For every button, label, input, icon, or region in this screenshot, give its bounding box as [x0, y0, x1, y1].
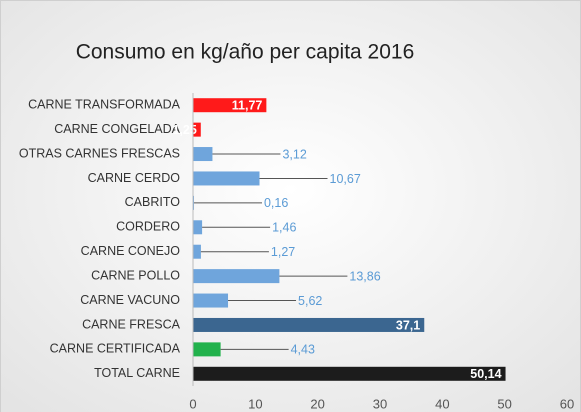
bar [193, 171, 260, 186]
bar [193, 269, 280, 284]
value-label: 5,62 [298, 294, 322, 308]
y-tick-label: OTRAS CARNES FRESCAS [19, 146, 180, 160]
bar [193, 342, 221, 357]
bar [193, 220, 203, 235]
y-tick-label: CARNE CONGELADA [54, 122, 180, 136]
y-tick-label: CARNE CERTIFICADA [50, 342, 181, 356]
bar [193, 244, 201, 259]
bar [193, 366, 506, 381]
x-tick-label: 20 [310, 396, 324, 411]
bar [193, 293, 229, 308]
chart-title: Consumo en kg/año per capita 2016 [76, 41, 415, 64]
value-label: 10,67 [330, 172, 361, 186]
value-label: 11,77 [232, 99, 263, 113]
value-label: 4,43 [291, 343, 315, 357]
value-label: 0,16 [264, 196, 288, 210]
value-label: 1,46 [272, 221, 296, 235]
value-label: 3,12 [282, 147, 306, 161]
bar [193, 122, 201, 137]
value-label: 37,1 [396, 318, 420, 332]
bar [193, 317, 425, 332]
y-tick-label: CARNE POLLO [91, 268, 180, 282]
y-tick-label: CARNE VACUNO [80, 293, 180, 307]
y-tick-label: CARNE CERDO [88, 171, 181, 185]
value-label: 13,86 [349, 269, 380, 283]
value-label: 50,14 [470, 367, 501, 381]
x-tick-label: 40 [435, 396, 449, 411]
x-tick-label: 30 [373, 396, 387, 411]
bar [193, 147, 213, 162]
x-tick-label: 0 [189, 396, 196, 411]
x-tick-label: 60 [560, 396, 574, 411]
y-tick-label: CARNE FRESCA [82, 317, 181, 331]
y-tick-label: TOTAL CARNE [94, 366, 180, 380]
x-tick-label: 10 [248, 396, 262, 411]
y-tick-label: CARNE CONEJO [81, 244, 181, 258]
value-label: 1,27 [271, 245, 295, 259]
y-tick-label: CORDERO [116, 220, 180, 234]
x-tick-label: 50 [497, 396, 511, 411]
y-tick-label: CARNE TRANSFORMADA [28, 98, 181, 112]
y-tick-label: CABRITO [125, 195, 181, 209]
bar [193, 98, 267, 113]
value-label: 1,25 [172, 123, 196, 137]
